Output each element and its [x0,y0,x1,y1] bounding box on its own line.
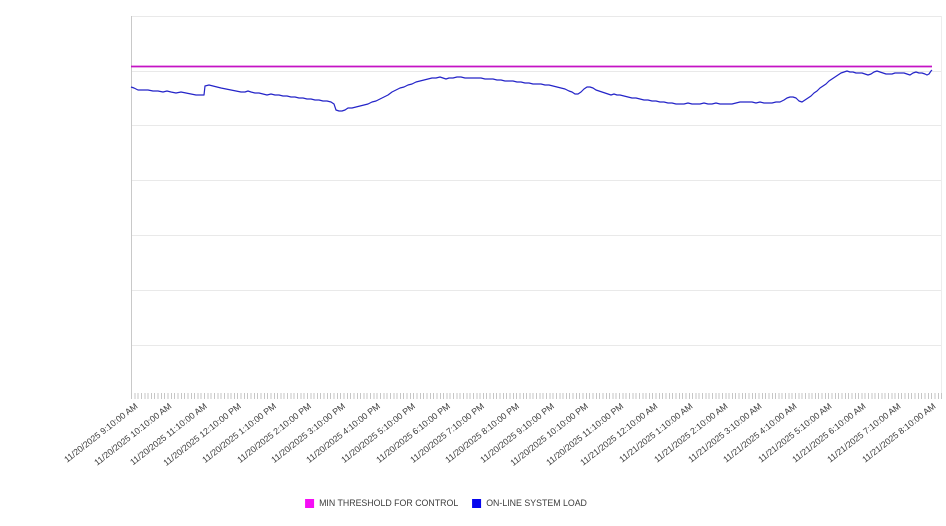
x-axis-tick-marks [131,393,942,399]
gridline [131,16,941,17]
gridline [131,70,941,72]
legend: MIN THRESHOLD FOR CONTROL ON-LINE SYSTEM … [305,498,587,508]
legend-label: ON-LINE SYSTEM LOAD [486,498,587,508]
legend-label: MIN THRESHOLD FOR CONTROL [319,498,459,508]
legend-item: MIN THRESHOLD FOR CONTROL [305,498,458,508]
y-axis-line [131,16,132,397]
gridline [131,180,941,181]
legend-item: ON-LINE SYSTEM LOAD [472,498,587,508]
plot-right-border [941,16,942,396]
gridline [131,235,941,236]
gridline [131,345,941,346]
gridline [131,125,941,126]
gridline [131,290,941,291]
legend-swatch-icon [305,498,315,508]
series-on-line-system-load [130,69,933,112]
legend-swatch-icon [472,498,482,508]
